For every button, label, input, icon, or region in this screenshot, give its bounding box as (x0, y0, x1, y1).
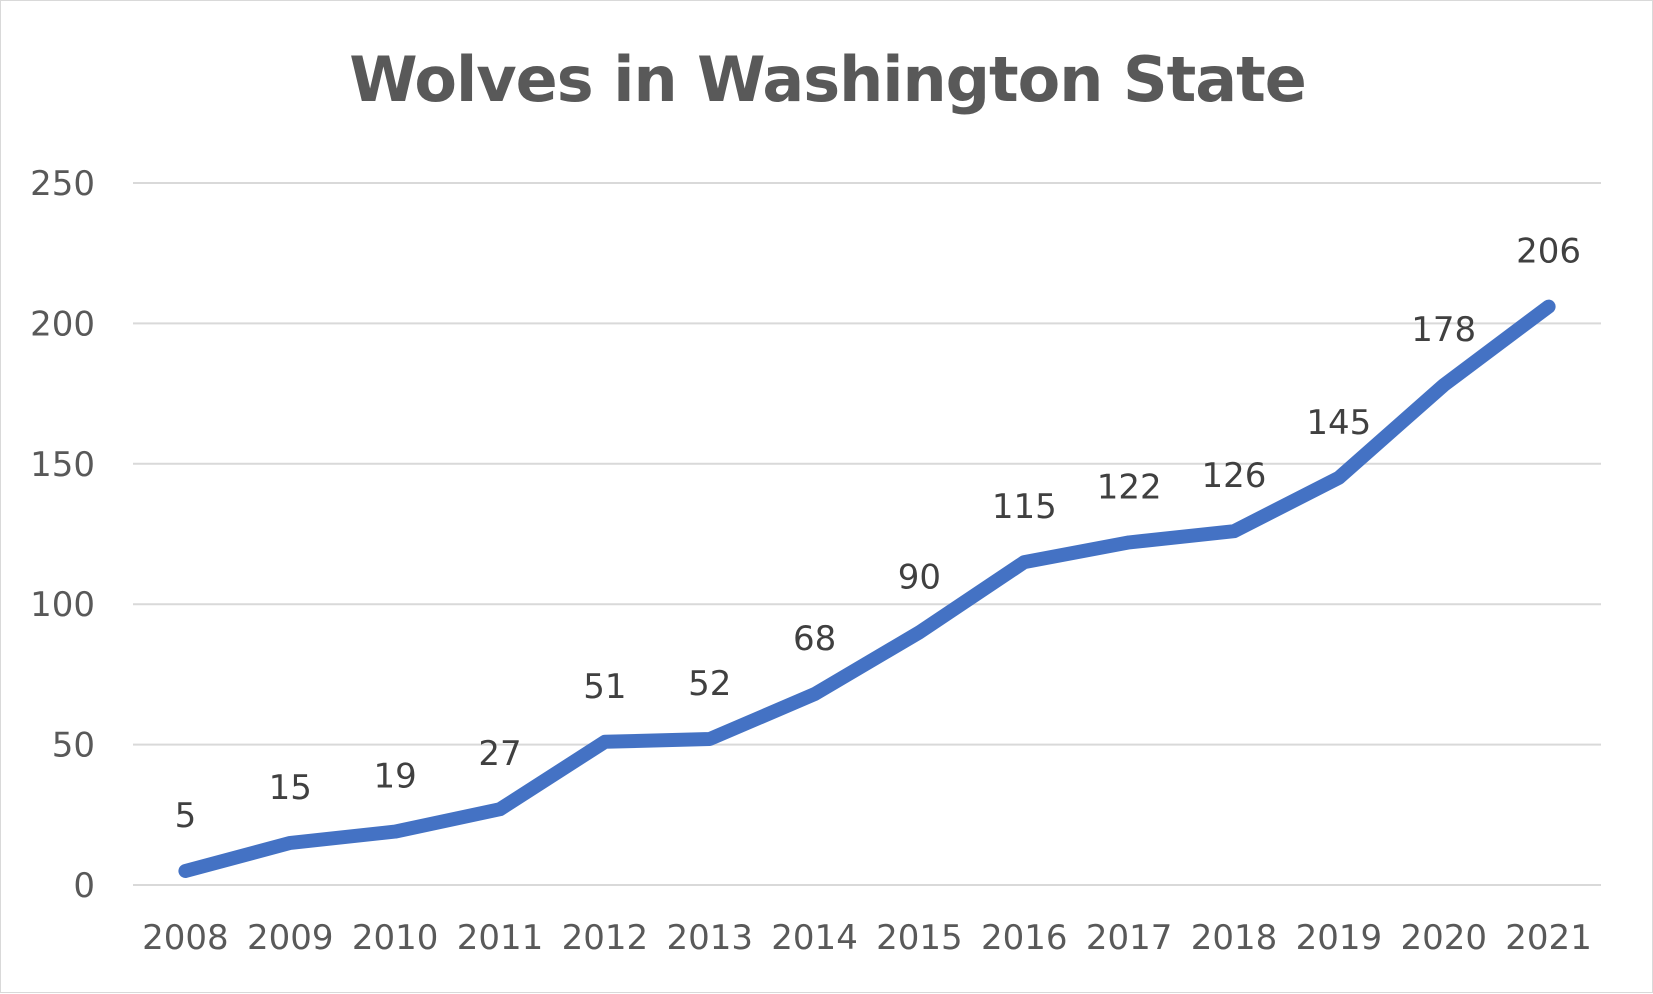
x-tick-label: 2015 (876, 918, 963, 958)
data-point (813, 693, 816, 696)
x-tick-label: 2013 (666, 918, 753, 958)
data-label: 52 (688, 664, 731, 704)
x-tick-label: 2014 (771, 918, 858, 958)
chart-title: Wolves in Washington State (349, 43, 1307, 116)
data-point (1442, 384, 1445, 387)
data-label: 5 (175, 796, 197, 836)
x-tick-label: 2011 (457, 918, 544, 958)
y-tick-label: 0 (73, 866, 95, 906)
x-tick-label: 2019 (1296, 918, 1383, 958)
data-label: 68 (793, 619, 836, 659)
x-axis-ticks: 2008 2009 2010 2011 2012 2013 2014 2015 2016 2017… (142, 918, 1592, 958)
y-axis-ticks: 0 50 100 150 200 250 (30, 164, 95, 906)
data-point (289, 841, 292, 844)
data-point (1128, 541, 1131, 544)
x-tick-label: 2016 (981, 918, 1068, 958)
data-label: 51 (583, 667, 626, 707)
x-tick-label: 2009 (247, 918, 334, 958)
data-label: 115 (992, 487, 1057, 527)
y-tick-label: 250 (30, 164, 95, 204)
series-layer (178, 299, 1556, 878)
data-point (708, 737, 711, 740)
x-tick-label: 2017 (1086, 918, 1173, 958)
y-tick-label: 200 (30, 304, 95, 344)
data-label: 206 (1516, 232, 1581, 272)
data-label: 19 (374, 757, 417, 797)
x-tick-label: 2008 (142, 918, 229, 958)
data-point (1233, 530, 1235, 533)
data-point (394, 830, 397, 833)
gridlines (133, 182, 1601, 886)
data-label: 27 (478, 734, 521, 774)
data-labels: 5 15 19 27 51 52 68 90 115 122 126 145 178 206 (175, 232, 1581, 836)
data-point (499, 808, 501, 811)
data-point (1547, 305, 1550, 308)
data-label: 178 (1411, 310, 1476, 350)
data-label: 90 (898, 557, 941, 597)
data-label: 126 (1202, 456, 1267, 496)
data-point (918, 631, 921, 634)
data-point (1337, 476, 1340, 479)
x-tick-label: 2010 (352, 918, 439, 958)
data-label: 15 (269, 768, 312, 808)
data-point (184, 869, 187, 872)
y-tick-label: 150 (30, 445, 95, 485)
x-tick-label: 2012 (562, 918, 649, 958)
x-tick-label: 2018 (1191, 918, 1278, 958)
data-label: 145 (1306, 403, 1371, 443)
y-tick-label: 50 (52, 726, 95, 766)
y-tick-label: 100 (30, 585, 95, 625)
x-tick-label: 2020 (1400, 918, 1487, 958)
series-line (178, 299, 1556, 878)
data-point (603, 740, 606, 743)
x-tick-label: 2021 (1505, 918, 1592, 958)
data-label: 122 (1097, 467, 1162, 507)
data-point (1023, 561, 1026, 564)
